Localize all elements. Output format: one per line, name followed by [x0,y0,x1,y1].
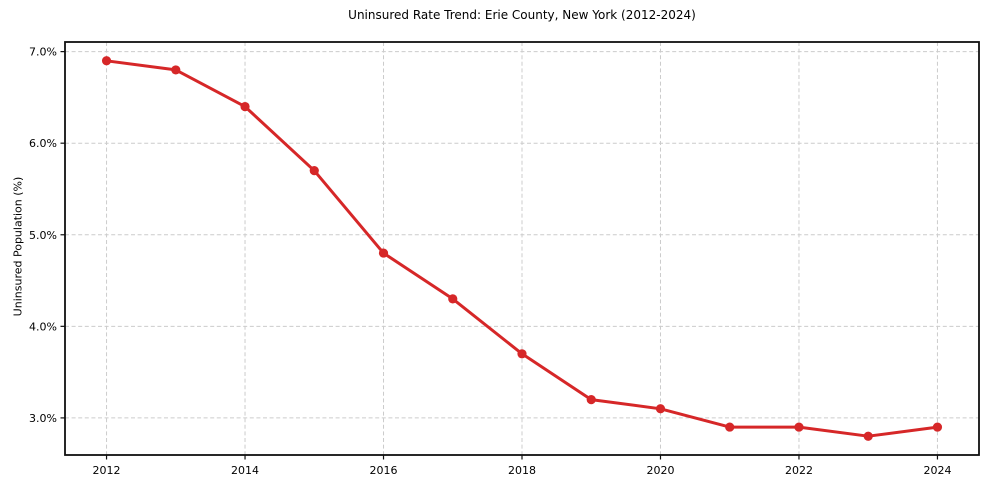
x-tick-label: 2012 [93,464,121,477]
data-point [517,349,527,359]
y-tick-label: 5.0% [29,229,57,242]
y-axis-label: Uninsured Population (%) [11,176,25,317]
y-tick-label: 7.0% [29,46,57,59]
data-point [448,294,458,304]
x-tick-label: 2018 [508,464,536,477]
x-tick-label: 2014 [231,464,259,477]
data-point [655,404,666,414]
chart-title: Uninsured Rate Trend: Erie County, New Y… [348,8,696,22]
y-tick-label: 3.0% [29,412,57,425]
y-tick-label: 4.0% [29,320,57,333]
data-point [794,422,804,432]
x-tick-label: 2020 [646,464,674,477]
x-tick-label: 2024 [923,464,951,477]
data-point [101,56,112,66]
data-point [586,394,596,405]
data-point [725,422,735,432]
x-tick-label: 2022 [785,464,813,477]
data-point [932,422,943,432]
y-tick-label: 6.0% [29,137,57,150]
data-point [171,65,181,75]
data-point [309,166,319,176]
data-point [863,431,873,441]
x-tick-label: 2016 [370,464,398,477]
data-point [378,248,389,258]
gridlines [65,42,979,455]
data-point [240,101,250,112]
ticks: 2012 2014 2016 2018 2020 2022 2024 3.0% 4.0% 5.0%… [29,46,951,477]
